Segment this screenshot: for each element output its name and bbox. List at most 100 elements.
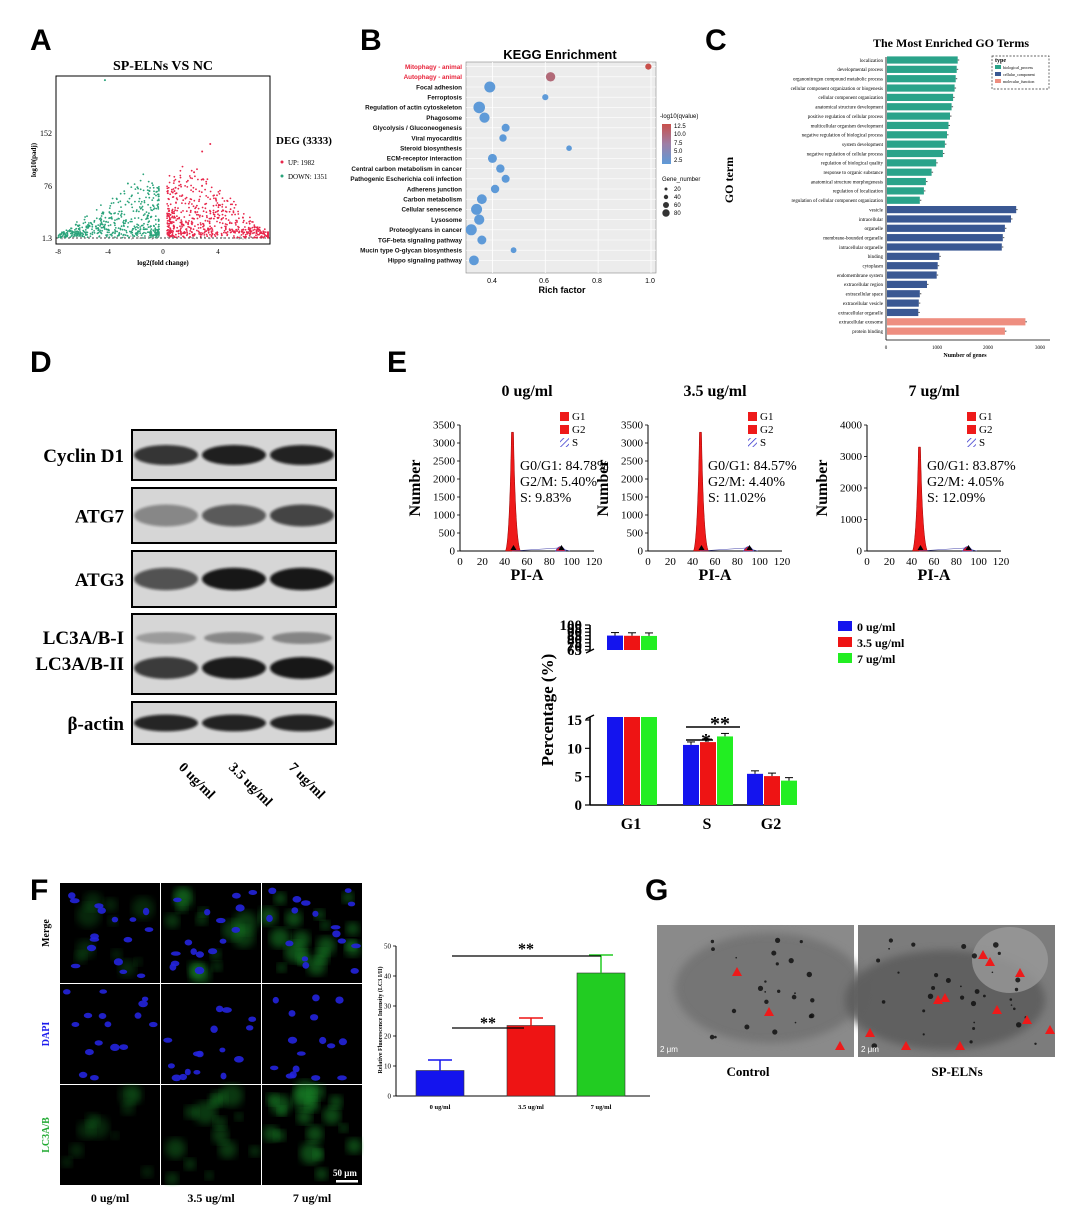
micro-lc3-signal [344, 940, 361, 957]
volcano-point-down [101, 226, 104, 229]
volcano-point-up [232, 211, 235, 214]
micro-lc3-signal [342, 891, 354, 904]
volcano-point-up [166, 190, 169, 193]
volcano-point-up [205, 211, 208, 214]
volcano-point-up [185, 181, 188, 183]
volcano-point-up [237, 228, 240, 231]
flow-xtick: 80 [732, 556, 744, 568]
kegg-term-label: Cellular senescence [401, 207, 462, 214]
volcano-point-up [207, 230, 210, 232]
micro-nucleus [129, 917, 137, 922]
volcano-point-down [137, 217, 140, 219]
pct-bar-upper [624, 635, 640, 650]
volcano-point-down [124, 234, 127, 237]
micro-nucleus [138, 1000, 148, 1008]
micro-nucleus [163, 1037, 173, 1043]
tem-scale-label: 2 μm [660, 1045, 678, 1054]
volcano-point-up [179, 176, 182, 179]
go-xtick: 3000 [1035, 346, 1046, 351]
go-bar [887, 93, 954, 101]
volcano-point-down [108, 207, 111, 210]
volcano-point-up [177, 235, 180, 238]
volcano-point-down [156, 190, 159, 193]
volcano-point-down [60, 233, 62, 236]
volcano-point-ns [194, 238, 196, 240]
go-errorbar [1001, 246, 1004, 248]
volcano-point-down [155, 207, 158, 210]
volcano-point-up [255, 232, 258, 234]
kegg-term-label: Pathogenic Escherichia coli infection [350, 176, 462, 183]
volcano-point-down [89, 232, 92, 235]
volcano-point-down [100, 226, 103, 229]
tem-arrow-marker [992, 1005, 1002, 1014]
volcano-point-up [249, 229, 251, 232]
volcano-point-up [191, 177, 194, 180]
go-bar [887, 140, 945, 148]
kegg-xtick: 0.8 [592, 278, 602, 285]
volcano-point-ns [138, 237, 140, 239]
volcano-point-down [85, 231, 87, 234]
kegg-plot-area [465, 61, 657, 274]
micro-nucleus [291, 907, 299, 914]
volcano-point-ns [158, 235, 160, 237]
micro-lc3-signal [195, 913, 208, 926]
volcano-point-down [146, 189, 149, 192]
volcano-point-up [240, 234, 243, 236]
volcano-point-up [167, 192, 169, 195]
volcano-point-up [241, 230, 243, 233]
micro-nucleus [285, 940, 294, 947]
volcano-point-down [122, 224, 125, 227]
fbar-ytick: 50 [384, 943, 392, 951]
kegg-xtick: 0.6 [539, 278, 549, 285]
flow-ytick: 0 [857, 546, 863, 558]
kegg-bubble-chart: KEGG Enrichment Mitophagy - animal Autoph… [350, 47, 700, 295]
kegg-term-label: Central carbon metabolism in cancer [351, 166, 462, 173]
go-errorbar [956, 68, 959, 70]
volcano-point-down [138, 200, 140, 203]
go-errorbar [1002, 237, 1005, 239]
volcano-point [193, 171, 196, 174]
kegg-term-labels: Mitophagy - animal Autophagy - animal Foca… [350, 64, 462, 265]
volcano-point-down [117, 201, 120, 204]
volcano-point-up [181, 225, 184, 228]
kegg-color-tick: 5.0 [674, 149, 683, 155]
go-errorbar [951, 106, 954, 108]
volcano-point-up [173, 212, 176, 215]
go-bar [887, 168, 932, 176]
go-term-label: anatomical structure morphogenesis [811, 180, 883, 185]
volcano-point-up [171, 211, 173, 214]
flow-g1-value: G0/G1: 84.57% [708, 459, 797, 474]
kegg-point [476, 194, 487, 205]
volcano-point-down [135, 228, 137, 231]
flow-s-phase [511, 547, 571, 552]
tem-arrow-marker [1022, 1015, 1032, 1024]
volcano-point-up [182, 210, 184, 212]
volcano-point-up [221, 222, 224, 225]
volcano-point-down [135, 210, 138, 213]
volcano-point-down [136, 226, 138, 228]
volcano-point-up [166, 233, 169, 236]
volcano-point-up [175, 219, 178, 222]
pct-ytick: 65 [567, 643, 582, 659]
volcano-point-up [210, 227, 213, 229]
volcano-point-up [194, 225, 196, 228]
go-errorbar [954, 87, 957, 89]
volcano-point-up [212, 209, 215, 212]
volcano-point-down [131, 233, 134, 236]
volcano-point-up [190, 184, 193, 187]
volcano-point-up [226, 233, 229, 236]
volcano-point-up [199, 233, 202, 236]
go-term-label: organonitrogen compound metabolic proces… [793, 78, 883, 83]
volcano-point-up [233, 236, 236, 239]
tem-label-sp-elns: SP-ELNs [931, 1064, 982, 1079]
volcano-point-down [157, 233, 160, 236]
flow-histogram: 3.5 ug/ml 3500 3000 2500 2000 1500 1000 500 00 20… [595, 383, 797, 584]
tem-granule [714, 1035, 717, 1039]
volcano-point-up [194, 210, 197, 213]
volcano-ytick: 152 [40, 129, 52, 138]
micro-nucleus [184, 1068, 191, 1076]
volcano-point-down [91, 233, 94, 236]
go-term-label: extracellular exosome [839, 321, 884, 326]
go-term-label: negative regulation of cellular process [807, 152, 883, 157]
tem-granule [808, 1014, 813, 1019]
